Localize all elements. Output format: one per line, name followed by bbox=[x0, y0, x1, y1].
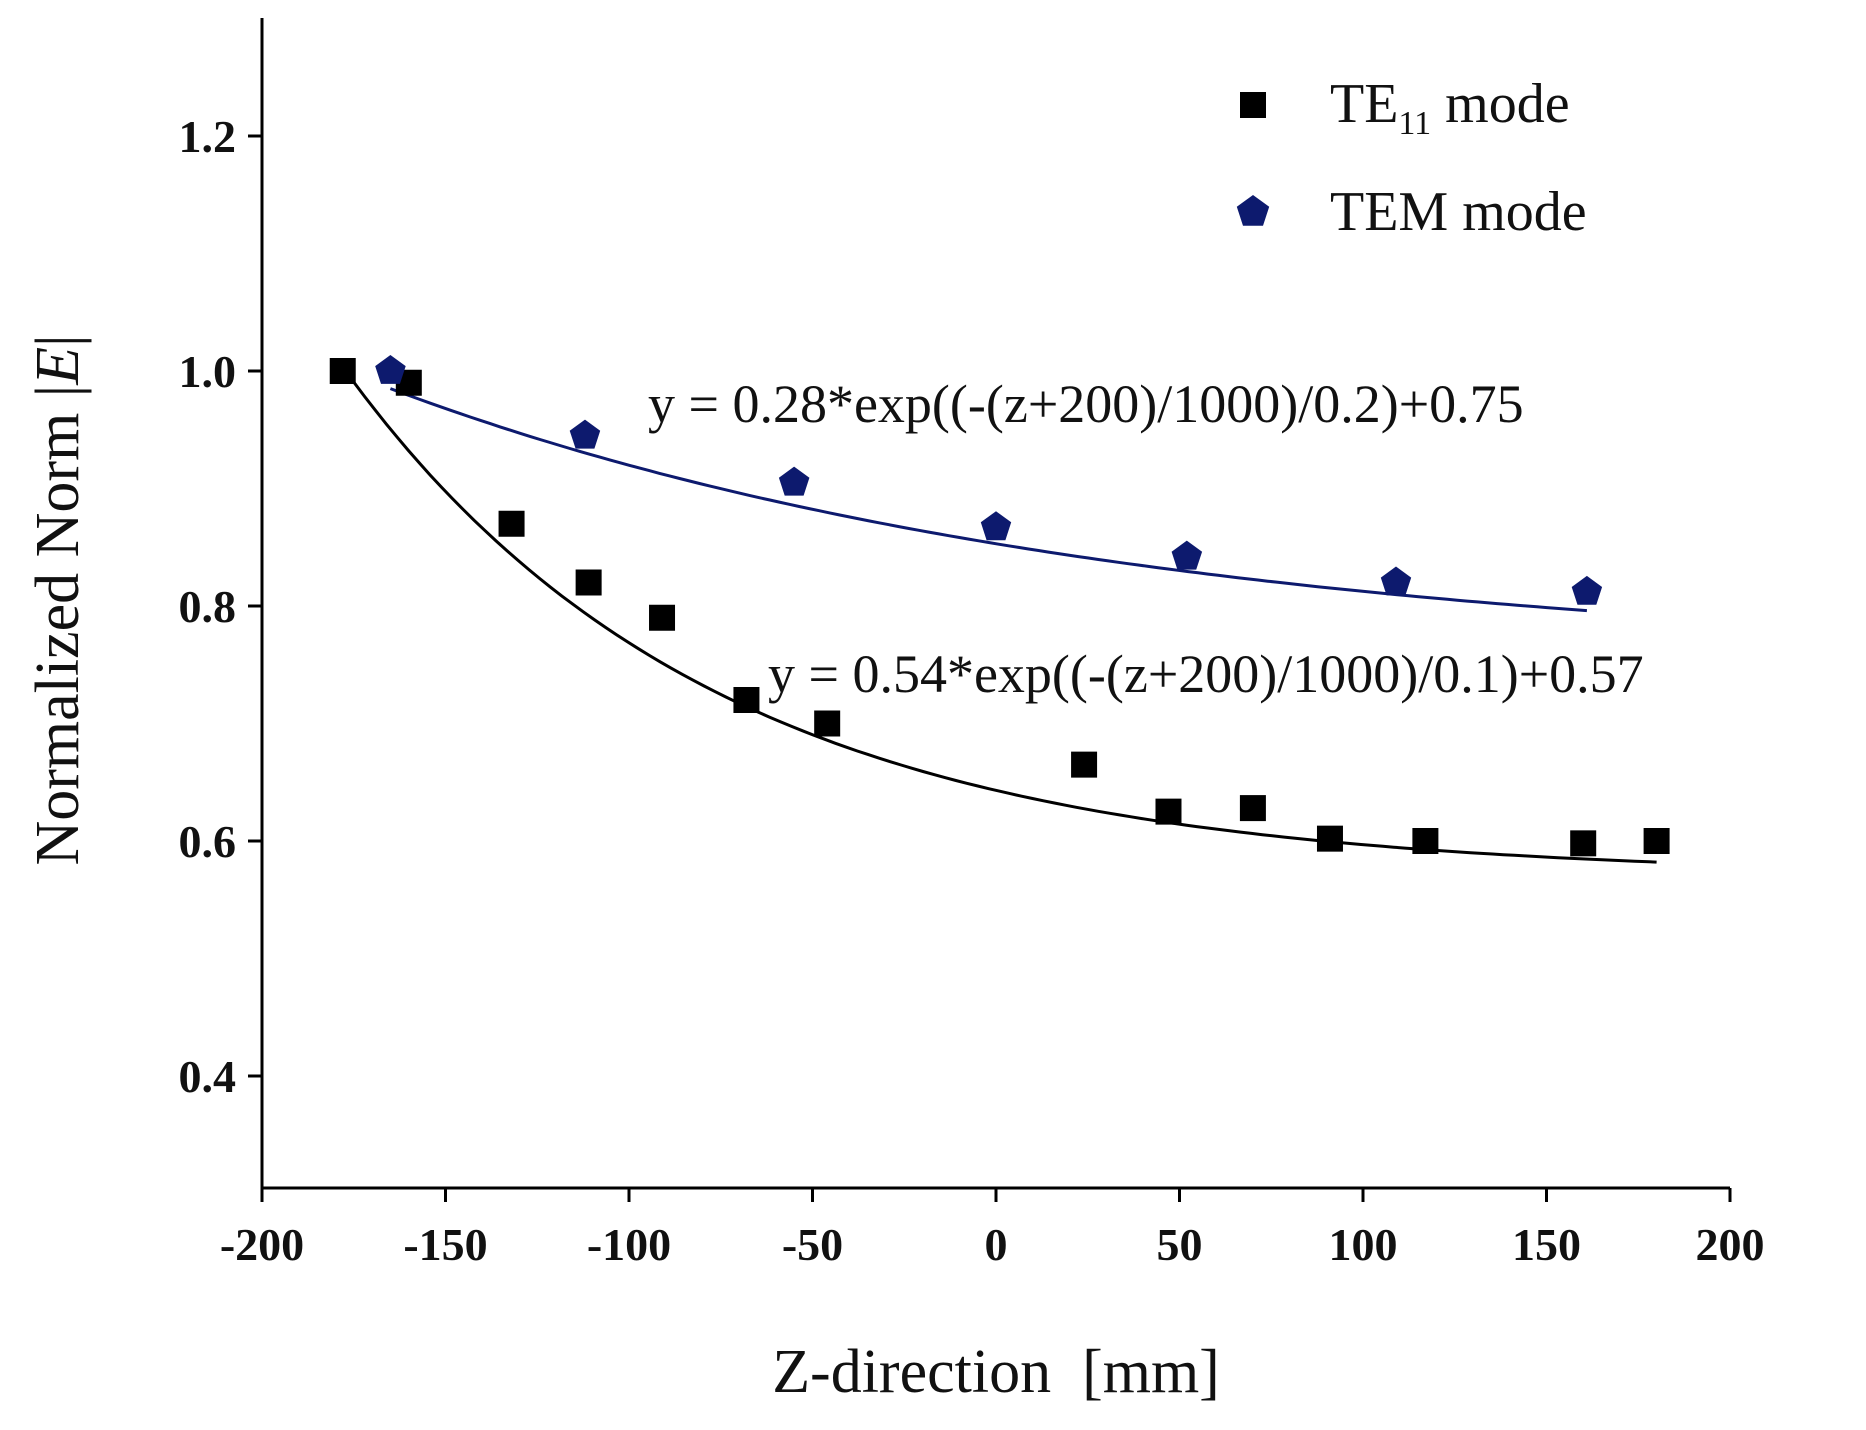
te11-data-point bbox=[649, 604, 676, 631]
x-tick-label: -100 bbox=[587, 1219, 671, 1270]
te11-fit-equation: y = 0.54*exp((-(z+200)/1000)/0.1)+0.57 bbox=[768, 644, 1644, 704]
y-axis-title-var: E bbox=[24, 347, 92, 386]
te11-data-point bbox=[498, 510, 525, 537]
te11-data-point bbox=[733, 687, 760, 713]
te11-data-point bbox=[1643, 828, 1670, 854]
x-tick-label: -50 bbox=[782, 1219, 843, 1270]
tem-data-point bbox=[1571, 575, 1603, 605]
y-tick-label: 0.6 bbox=[179, 816, 237, 867]
fit-curves bbox=[341, 366, 1657, 864]
tem-data-point bbox=[569, 419, 601, 449]
te11-data-point bbox=[814, 710, 841, 737]
y-tick-label: 1.2 bbox=[179, 111, 237, 162]
legend-label-tem: TEM mode bbox=[1330, 181, 1587, 243]
legend-te11-sub: 11 bbox=[1398, 105, 1431, 142]
y-axis-title-suffix: | bbox=[24, 334, 92, 346]
tem-data-point bbox=[1171, 540, 1203, 570]
y-tick-label: 0.8 bbox=[179, 581, 237, 632]
legend: TE11 mode TEM mode bbox=[1236, 73, 1587, 243]
x-tick-label: 0 bbox=[985, 1219, 1008, 1270]
legend-label-te11: TE11 mode bbox=[1330, 73, 1570, 142]
tem-data-point bbox=[778, 466, 810, 496]
te11-data-point bbox=[1071, 751, 1098, 778]
legend-te11-rest: mode bbox=[1431, 73, 1569, 135]
x-tick-label: 200 bbox=[1696, 1219, 1765, 1270]
y-tick-label: 0.4 bbox=[179, 1051, 237, 1102]
y-axis-title: Normalized Norm |E| bbox=[24, 334, 92, 865]
tem-data-point bbox=[375, 355, 406, 384]
te11-fit-curve bbox=[341, 366, 1657, 864]
tem-fit-equation: y = 0.28*exp((-(z+200)/1000)/0.2)+0.75 bbox=[648, 374, 1524, 434]
x-tick-label: -150 bbox=[403, 1219, 487, 1270]
te11-data-point bbox=[1412, 828, 1439, 854]
x-axis-title: Z-direction [mm] bbox=[772, 1338, 1220, 1406]
legend-te11-base: TE bbox=[1330, 73, 1398, 135]
x-tick-label: 50 bbox=[1157, 1219, 1203, 1270]
te11-data-point bbox=[1155, 798, 1182, 825]
x-tick-label: 150 bbox=[1512, 1219, 1581, 1270]
data-points bbox=[329, 355, 1670, 857]
tem-data-point bbox=[980, 511, 1012, 541]
te11-data-point bbox=[1570, 830, 1597, 857]
y-axis-title-prefix: Normalized Norm | bbox=[24, 385, 92, 866]
ticks: -200 -150 -100 -50 0 50 100 150 200 0.4 0.6 0.8 1.0 1… bbox=[179, 111, 1765, 1270]
te11-data-point bbox=[1316, 825, 1343, 852]
x-tick-label: -200 bbox=[220, 1219, 304, 1270]
te11-data-point bbox=[1239, 795, 1266, 822]
y-tick-label: 1.0 bbox=[179, 346, 237, 397]
legend-marker-tem bbox=[1236, 195, 1270, 226]
te11-data-point bbox=[329, 358, 356, 384]
tem-data-point bbox=[1380, 566, 1412, 596]
legend-marker-te11 bbox=[1240, 92, 1266, 118]
x-tick-label: 100 bbox=[1329, 1219, 1398, 1270]
te11-data-point bbox=[575, 569, 602, 596]
